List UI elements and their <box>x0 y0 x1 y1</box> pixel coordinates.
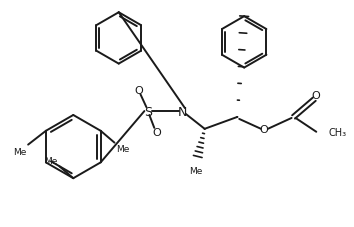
Text: S: S <box>144 105 152 118</box>
Text: Me: Me <box>189 167 202 175</box>
Text: O: O <box>259 124 268 134</box>
Text: Me: Me <box>13 147 26 156</box>
Text: O: O <box>134 86 143 96</box>
Text: Me: Me <box>44 157 57 166</box>
Text: N: N <box>178 105 188 118</box>
Text: O: O <box>153 127 162 137</box>
Text: Me: Me <box>116 144 130 153</box>
Text: CH₃: CH₃ <box>328 127 346 137</box>
Text: O: O <box>311 91 320 101</box>
